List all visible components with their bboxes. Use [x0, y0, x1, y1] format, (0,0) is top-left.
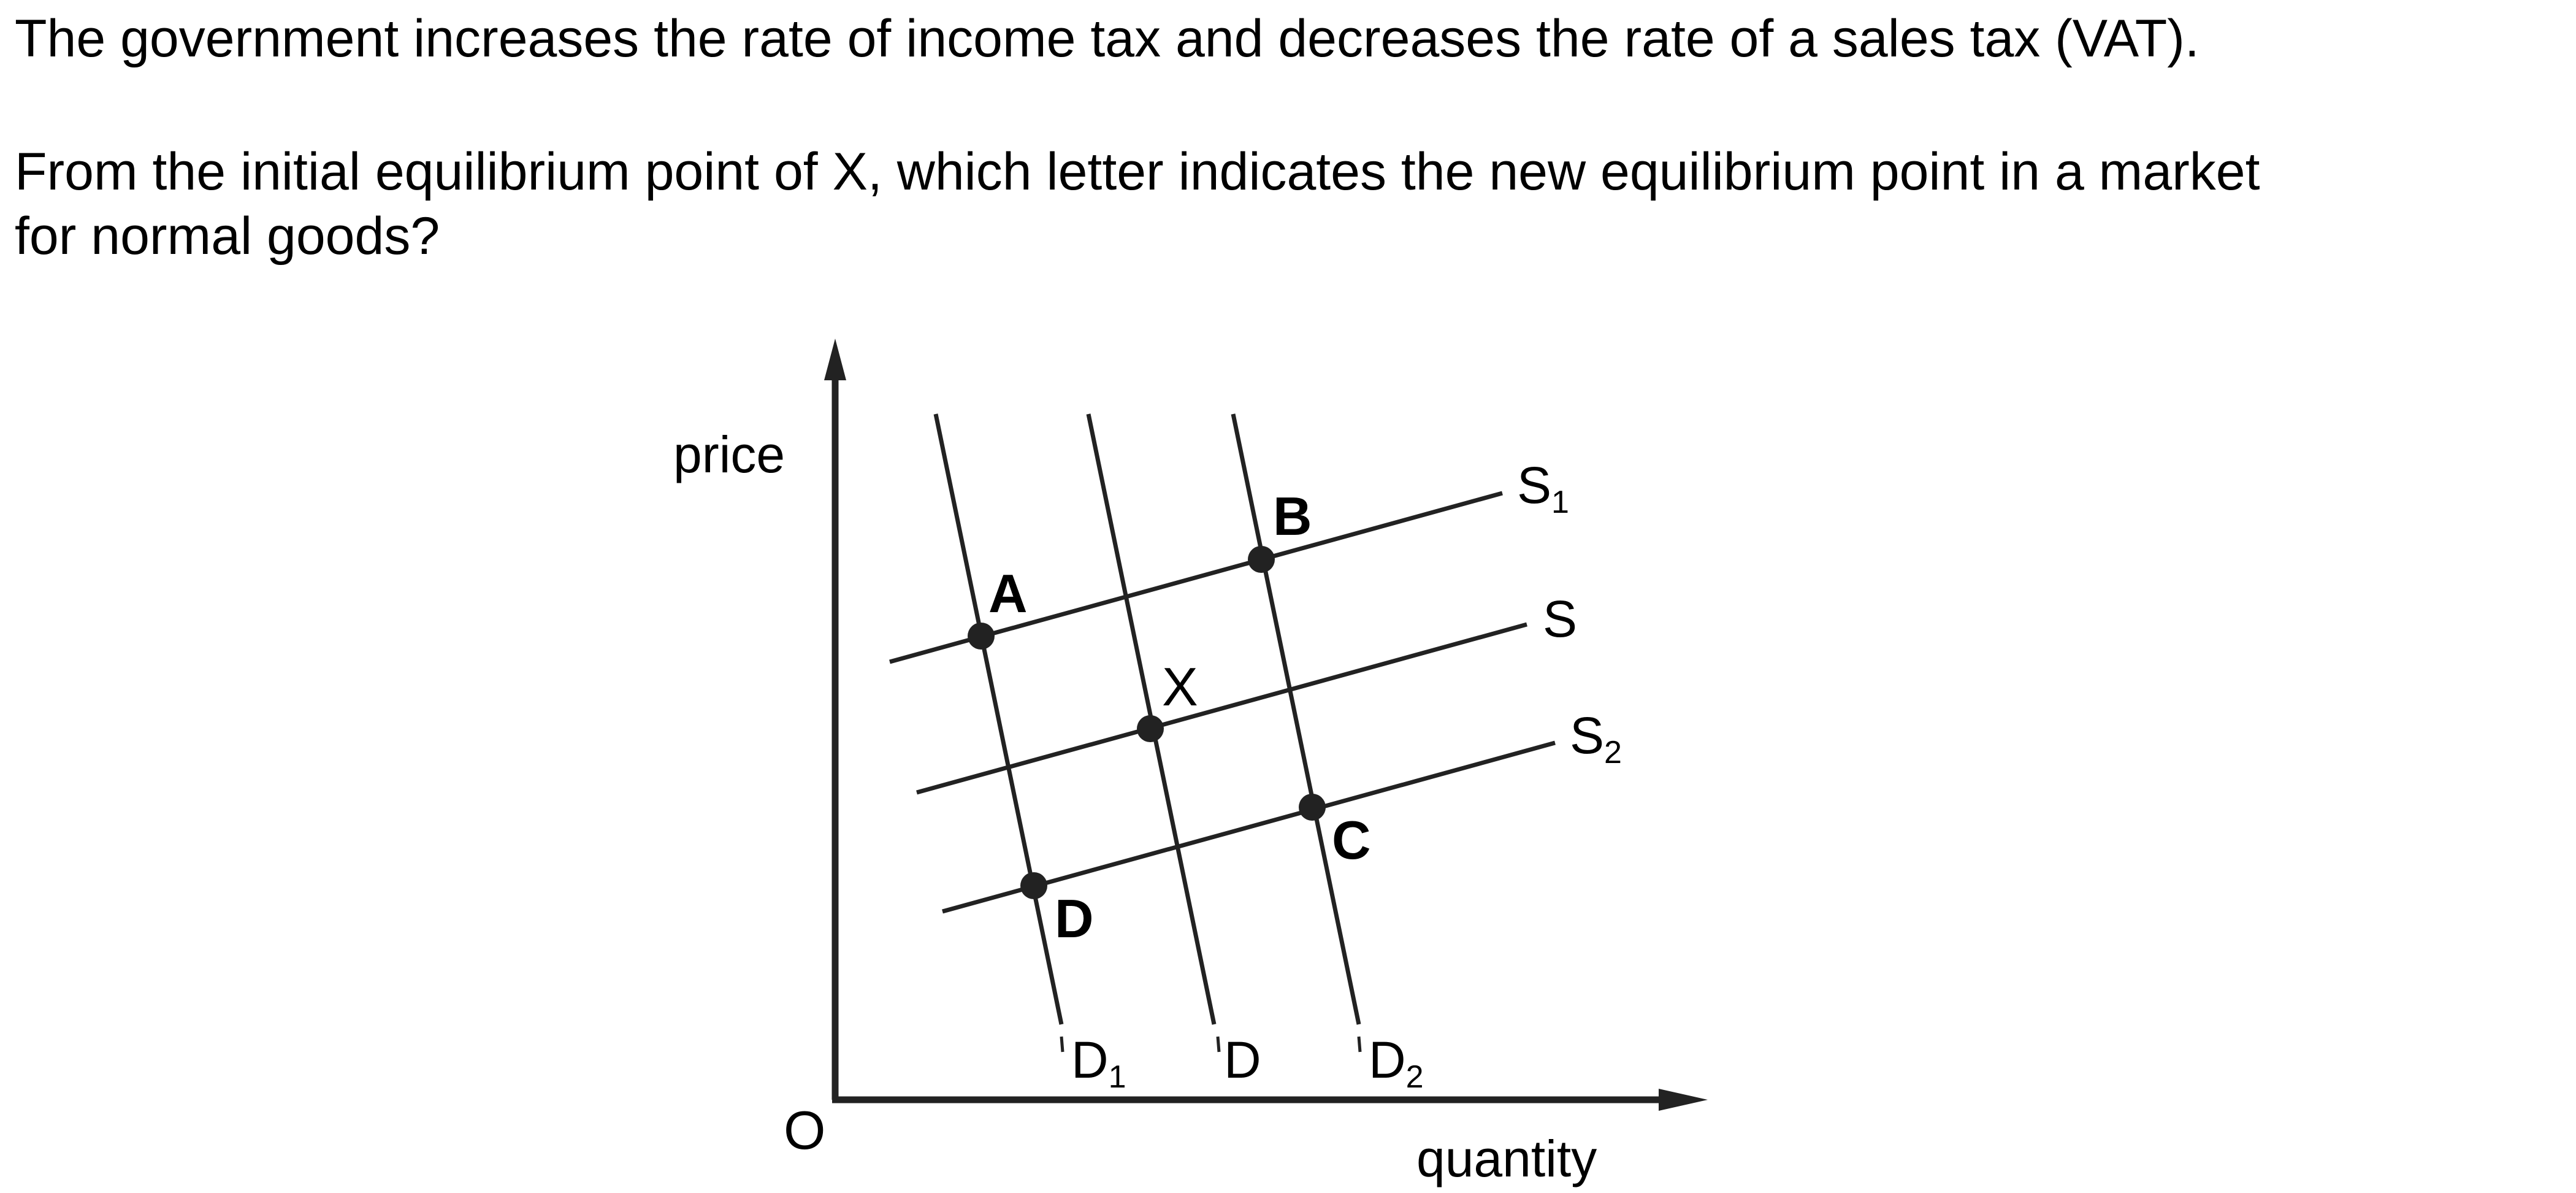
question-line-2: From the initial equilibrium point of X,…	[15, 142, 2260, 201]
demand-label-d: D	[1224, 1031, 1261, 1089]
point-label-d: D	[1055, 888, 1094, 949]
point-label-b: B	[1273, 486, 1312, 547]
point-label-x: X	[1162, 656, 1198, 717]
equilibrium-point-b	[1248, 546, 1275, 573]
equilibrium-point-a	[968, 623, 995, 650]
origin-label: O	[784, 1100, 825, 1160]
demand-label-tick-d1	[1060, 1036, 1064, 1053]
demand-label-tick-d2	[1357, 1036, 1362, 1053]
x-axis-label: quantity	[1416, 1130, 1597, 1187]
demand-label-d1: D1	[1071, 1031, 1126, 1095]
demand-label-tick-d	[1216, 1036, 1221, 1053]
question-line-1: The government increases the rate of inc…	[15, 9, 2200, 68]
equilibrium-point-d	[1020, 872, 1047, 899]
y-axis-label: price	[673, 426, 785, 483]
equilibrium-point-x	[1137, 715, 1164, 742]
supply-label-s1: S1	[1517, 456, 1569, 520]
y-axis-arrowhead	[824, 339, 846, 380]
demand-label-d2: D2	[1369, 1031, 1424, 1095]
demand-curve-d2	[1231, 413, 1361, 1025]
point-label-c: C	[1332, 810, 1371, 870]
point-label-a: A	[988, 563, 1028, 624]
demand-curve-d1	[933, 413, 1064, 1025]
supply-curve-s	[916, 622, 1527, 795]
equilibrium-point-c	[1299, 794, 1326, 821]
supply-label-s: S	[1543, 590, 1577, 648]
x-axis-arrowhead	[1659, 1089, 1708, 1111]
supply-label-s2: S2	[1570, 707, 1622, 770]
question-line-3: for normal goods?	[15, 207, 440, 266]
